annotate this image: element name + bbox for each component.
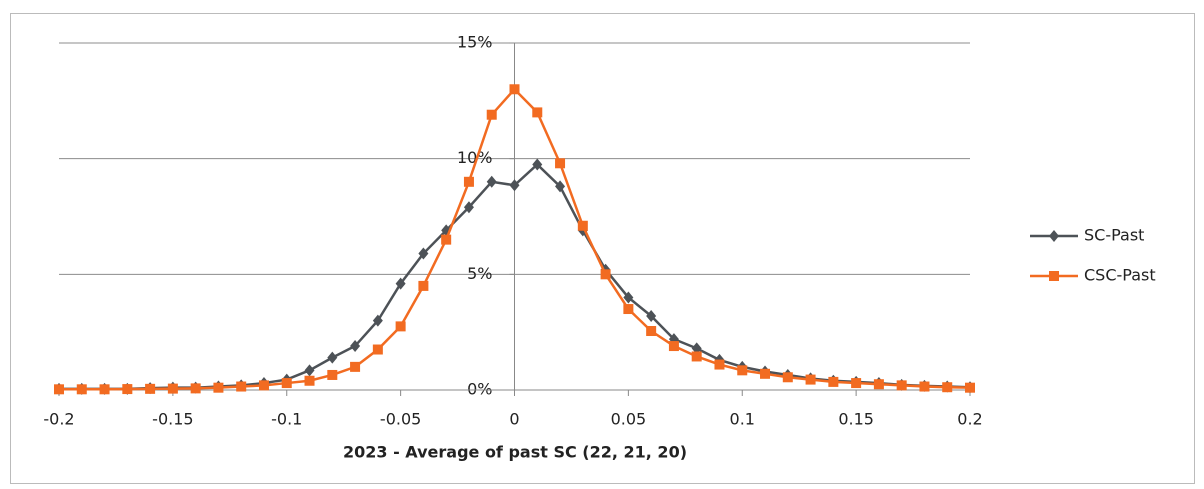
x-tick-label: -0.2: [43, 410, 74, 429]
y-tick-label: 15%: [457, 33, 493, 52]
x-tick-label: 0.05: [611, 410, 647, 429]
marker: [372, 344, 383, 355]
x-tick-label: -0.05: [380, 410, 421, 429]
marker: [782, 372, 793, 383]
marker: [532, 107, 543, 118]
marker: [441, 234, 452, 245]
marker: [555, 180, 566, 193]
marker: [577, 220, 588, 231]
y-tick-label: 10%: [457, 148, 493, 167]
marker: [828, 376, 839, 387]
marker: [486, 175, 497, 188]
marker: [99, 384, 110, 395]
marker: [691, 351, 702, 362]
marker: [327, 369, 338, 380]
marker: [213, 382, 224, 393]
marker: [965, 382, 975, 393]
marker: [646, 309, 657, 322]
marker: [668, 341, 679, 352]
x-tick-label: 0.1: [730, 410, 755, 429]
marker: [623, 304, 634, 315]
legend-marker: [1049, 230, 1059, 242]
marker: [919, 381, 930, 392]
y-tick-label: 5%: [467, 264, 492, 283]
x-tick-label: 0: [509, 410, 519, 429]
marker: [532, 158, 543, 171]
marker: [395, 321, 406, 332]
x-tick-label: 0.2: [957, 410, 982, 429]
marker: [873, 379, 884, 390]
marker: [350, 361, 361, 372]
marker: [851, 378, 862, 389]
marker: [463, 201, 474, 214]
marker: [281, 378, 292, 389]
marker: [350, 340, 361, 353]
legend-label: CSC-Past: [1084, 266, 1156, 285]
x-tick-label: 0.15: [838, 410, 874, 429]
marker: [372, 314, 383, 327]
marker: [145, 383, 156, 394]
marker: [304, 364, 315, 377]
marker: [486, 109, 497, 120]
marker: [418, 247, 429, 260]
marker: [737, 365, 748, 376]
marker: [691, 342, 702, 355]
marker: [395, 277, 406, 290]
marker: [190, 383, 201, 394]
marker: [805, 374, 816, 385]
legend-marker: [1049, 271, 1059, 281]
marker: [760, 368, 771, 379]
legend-label: SC-Past: [1084, 226, 1144, 245]
marker: [896, 380, 907, 391]
marker: [555, 158, 566, 169]
x-tick-label: -0.1: [271, 410, 302, 429]
marker: [714, 359, 725, 370]
marker: [942, 382, 953, 393]
marker: [54, 384, 64, 395]
marker: [327, 351, 338, 364]
y-tick-label: 0%: [467, 380, 492, 399]
marker: [509, 84, 520, 95]
marker: [167, 383, 178, 394]
marker: [418, 280, 429, 291]
chart-border: [10, 13, 1195, 484]
marker: [509, 179, 520, 192]
marker: [304, 375, 315, 386]
marker: [236, 381, 247, 392]
marker: [463, 176, 474, 187]
x-axis-label: 2023 - Average of past SC (22, 21, 20): [343, 443, 687, 462]
marker: [623, 291, 634, 304]
marker: [122, 384, 133, 395]
marker: [646, 326, 657, 337]
x-tick-label: -0.15: [152, 410, 193, 429]
marker: [258, 380, 269, 391]
marker: [76, 384, 87, 395]
marker: [600, 269, 611, 280]
